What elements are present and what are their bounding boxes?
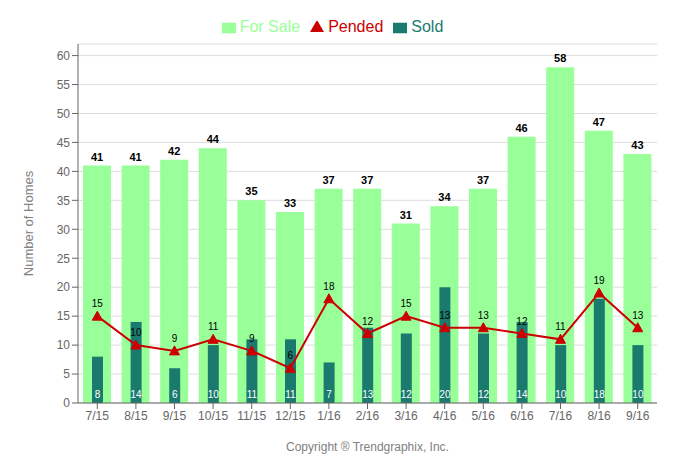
svg-text:37: 37 [322,174,334,186]
svg-text:Number of Homes: Number of Homes [21,170,36,276]
svg-text:10: 10 [632,389,644,400]
svg-text:5/16: 5/16 [472,409,496,423]
svg-text:31: 31 [400,209,412,221]
svg-text:41: 41 [129,151,141,163]
svg-text:4/16: 4/16 [433,409,457,423]
svg-text:47: 47 [593,116,605,128]
svg-text:41: 41 [91,151,103,163]
svg-text:13: 13 [478,310,490,321]
svg-text:30: 30 [57,223,71,237]
svg-text:15: 15 [92,298,104,309]
svg-text:7/16: 7/16 [549,409,573,423]
svg-text:12: 12 [362,316,374,327]
svg-text:60: 60 [57,49,71,63]
svg-text:45: 45 [57,136,71,150]
svg-text:10: 10 [57,338,71,352]
svg-text:7/15: 7/15 [86,409,110,423]
svg-text:0: 0 [63,396,70,410]
svg-text:11: 11 [285,389,296,400]
html-text:Pended: Pended [328,18,384,35]
svg-text:37: 37 [361,174,373,186]
svg-text:25: 25 [57,252,71,266]
svg-text:11: 11 [208,321,219,332]
html-text:For Sale: For Sale [239,18,301,35]
svg-text:9/16: 9/16 [626,409,650,423]
svg-text:37: 37 [477,174,489,186]
svg-text:35: 35 [245,185,257,197]
svg-text:14: 14 [517,389,529,400]
svg-text:10: 10 [208,389,220,400]
svg-text:10/15: 10/15 [198,409,228,423]
svg-text:11: 11 [555,321,566,332]
svg-text:15: 15 [401,298,413,309]
svg-text:12: 12 [401,389,413,400]
svg-text:10: 10 [555,389,567,400]
svg-text:9: 9 [172,333,178,344]
svg-text:8/16: 8/16 [587,409,611,423]
svg-text:9: 9 [249,333,255,344]
svg-text:20: 20 [439,389,451,400]
svg-text:12: 12 [516,316,528,327]
svg-text:43: 43 [631,139,643,151]
svg-text:18: 18 [594,389,606,400]
svg-text:Copyright ® Trendgraphix, Inc.: Copyright ® Trendgraphix, Inc. [286,440,449,454]
svg-text:12/15: 12/15 [275,409,305,423]
svg-text:46: 46 [515,122,527,134]
svg-text:58: 58 [554,52,566,64]
svg-text:8: 8 [95,389,101,400]
svg-text:3/16: 3/16 [394,409,418,423]
svg-text:13: 13 [362,389,374,400]
svg-text:7: 7 [326,389,332,400]
svg-text:14: 14 [131,389,143,400]
svg-text:20: 20 [57,280,71,294]
svg-text:18: 18 [323,281,335,292]
svg-text:42: 42 [168,145,180,157]
svg-text:44: 44 [207,133,220,145]
svg-text:12: 12 [478,389,490,400]
svg-text:6: 6 [288,350,294,361]
svg-text:15: 15 [57,309,71,323]
svg-text:10: 10 [130,327,142,338]
svg-text:11/15: 11/15 [237,409,266,423]
svg-text:8/15: 8/15 [124,409,148,423]
svg-text:13: 13 [439,310,451,321]
svg-text:55: 55 [57,78,71,92]
svg-text:6/16: 6/16 [510,409,534,423]
svg-text:40: 40 [57,165,71,179]
svg-text:6: 6 [172,389,178,400]
svg-text:2/16: 2/16 [356,409,380,423]
svg-text:13: 13 [632,310,644,321]
svg-text:9/15: 9/15 [163,409,187,423]
svg-text:35: 35 [57,194,71,208]
svg-text:5: 5 [63,367,70,381]
svg-text:19: 19 [594,275,606,286]
svg-text:50: 50 [57,107,71,121]
svg-text:33: 33 [284,197,296,209]
svg-text:11: 11 [247,389,258,400]
html-text:Sold: Sold [411,18,444,35]
svg-text:34: 34 [438,191,451,203]
svg-text:1/16: 1/16 [317,409,341,423]
